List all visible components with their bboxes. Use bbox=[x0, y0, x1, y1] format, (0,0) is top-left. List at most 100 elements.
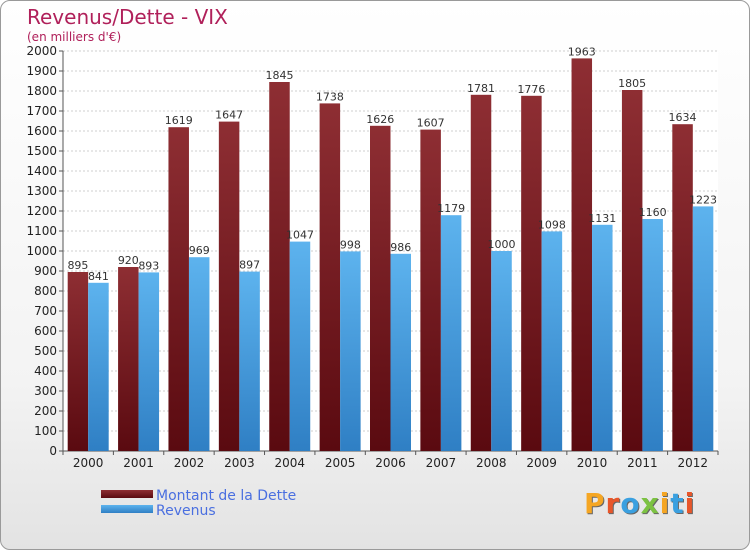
value-label-dette: 1845 bbox=[265, 69, 293, 82]
value-label-dette: 1619 bbox=[165, 114, 193, 127]
legend: Montant de la Dette Revenus bbox=[101, 488, 296, 519]
bar-revenus bbox=[592, 224, 613, 451]
y-tick-label: 400 bbox=[34, 364, 57, 378]
bar-revenus bbox=[88, 282, 109, 451]
bar-dette bbox=[269, 82, 290, 451]
bar-dette bbox=[470, 94, 492, 452]
value-label-dette: 1781 bbox=[467, 82, 495, 95]
chart-subtitle: (en milliers d'€) bbox=[27, 30, 122, 44]
value-label-revenus: 986 bbox=[390, 241, 411, 254]
value-label-revenus: 1160 bbox=[639, 206, 667, 219]
y-tick-label: 1300 bbox=[26, 184, 57, 198]
value-label-dette: 1776 bbox=[517, 83, 545, 96]
bar-revenus bbox=[390, 253, 411, 451]
logo-letter: t bbox=[670, 487, 685, 520]
bar-dette bbox=[67, 272, 89, 451]
value-label-revenus: 1098 bbox=[538, 218, 566, 231]
legend-swatch-revenus bbox=[101, 505, 153, 513]
y-tick-label: 1900 bbox=[26, 64, 57, 78]
value-label-dette: 920 bbox=[118, 254, 139, 267]
logo-letter: P bbox=[584, 487, 606, 520]
y-tick-label: 300 bbox=[34, 384, 57, 398]
legend-swatch-dette bbox=[101, 490, 153, 498]
y-tick-label: 100 bbox=[34, 424, 57, 438]
legend-label-dette: Montant de la Dette bbox=[156, 488, 296, 504]
proxiti-logo: Proxiti bbox=[584, 487, 695, 520]
x-tick-label: 2007 bbox=[426, 456, 457, 470]
axis-layer: 0 100 200 300 400 500 600 700 800 900 1000 1100 1200… bbox=[26, 44, 719, 470]
y-tick-label: 1100 bbox=[26, 224, 57, 238]
value-label-revenus: 893 bbox=[138, 259, 159, 272]
y-tick-label: 500 bbox=[34, 344, 57, 358]
bar-dette bbox=[571, 58, 593, 452]
x-tick-label: 2012 bbox=[678, 456, 709, 470]
bar-revenus bbox=[440, 215, 462, 451]
bar-dette bbox=[521, 95, 542, 452]
x-tick-label: 2011 bbox=[627, 456, 658, 470]
y-tick-label: 200 bbox=[34, 404, 57, 418]
bar-dette bbox=[420, 129, 441, 451]
y-tick-label: 800 bbox=[34, 284, 57, 298]
y-tick-label: 2000 bbox=[26, 44, 57, 58]
x-tick-label: 2001 bbox=[123, 456, 154, 470]
y-tick-label: 1500 bbox=[26, 144, 57, 158]
value-label-revenus: 998 bbox=[340, 238, 361, 251]
bar-revenus bbox=[340, 251, 361, 451]
x-tick-label: 2005 bbox=[325, 456, 356, 470]
x-tick-label: 2000 bbox=[73, 456, 104, 470]
y-tick-label: 1400 bbox=[26, 164, 57, 178]
y-tick-label: 1800 bbox=[26, 84, 57, 98]
logo-letter: o bbox=[620, 487, 641, 520]
value-label-dette: 1738 bbox=[316, 90, 344, 103]
value-label-revenus: 1000 bbox=[488, 238, 516, 251]
value-label-revenus: 1047 bbox=[286, 229, 314, 242]
x-tick-label: 2003 bbox=[224, 456, 255, 470]
logo-letter: x bbox=[640, 487, 660, 520]
y-tick-label: 1200 bbox=[26, 204, 57, 218]
value-label-revenus: 1223 bbox=[689, 193, 717, 206]
bar-revenus bbox=[491, 251, 512, 451]
bar-dette bbox=[218, 121, 240, 451]
value-label-dette: 1647 bbox=[215, 109, 243, 122]
bar-dette bbox=[621, 90, 643, 451]
bar-dette bbox=[672, 124, 693, 451]
bar-dette bbox=[370, 125, 391, 452]
x-tick-label: 2002 bbox=[174, 456, 205, 470]
logo-letter: i bbox=[659, 487, 671, 520]
value-label-revenus: 1131 bbox=[588, 212, 616, 225]
bar-dette bbox=[168, 127, 189, 451]
value-label-revenus: 1179 bbox=[437, 202, 465, 215]
bar-revenus bbox=[642, 219, 663, 451]
bar-revenus bbox=[692, 206, 714, 451]
x-tick-label: 2009 bbox=[526, 456, 557, 470]
value-label-dette: 895 bbox=[67, 259, 88, 272]
value-label-dette: 1626 bbox=[366, 113, 394, 126]
y-tick-label: 0 bbox=[49, 444, 57, 458]
legend-label-revenus: Revenus bbox=[156, 503, 216, 519]
value-label-dette: 1805 bbox=[618, 77, 646, 90]
bar-dette bbox=[118, 267, 139, 451]
bar-revenus bbox=[289, 241, 311, 451]
logo-letter: r bbox=[605, 487, 621, 520]
bar-revenus bbox=[188, 257, 210, 451]
bar-revenus bbox=[541, 231, 563, 451]
x-tick-label: 2004 bbox=[274, 456, 305, 470]
value-label-dette: 1634 bbox=[669, 111, 697, 124]
value-label-revenus: 897 bbox=[239, 259, 260, 272]
y-tick-label: 600 bbox=[34, 324, 57, 338]
value-label-revenus: 969 bbox=[189, 244, 210, 257]
value-label-dette: 1963 bbox=[568, 45, 596, 58]
bar-revenus bbox=[239, 271, 260, 451]
logo-letter: i bbox=[684, 487, 696, 520]
x-tick-label: 2006 bbox=[375, 456, 406, 470]
y-tick-label: 900 bbox=[34, 264, 57, 278]
x-tick-label: 2010 bbox=[577, 456, 608, 470]
bar-revenus bbox=[138, 272, 160, 451]
y-tick-label: 1700 bbox=[26, 104, 57, 118]
value-label-dette: 1607 bbox=[417, 117, 445, 130]
y-tick-label: 1000 bbox=[26, 244, 57, 258]
bar-dette bbox=[319, 103, 341, 452]
